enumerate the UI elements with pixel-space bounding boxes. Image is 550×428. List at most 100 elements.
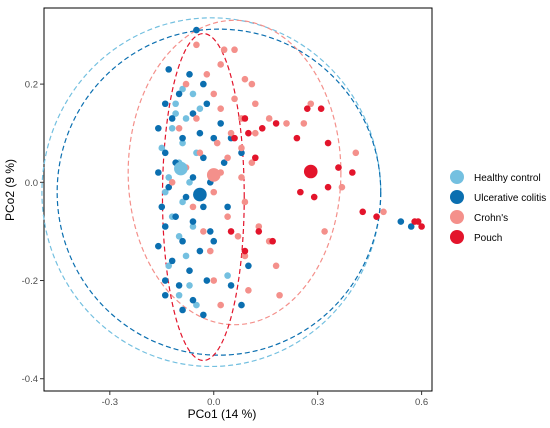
point-pouch <box>324 183 332 191</box>
point-crohn-s <box>168 179 176 186</box>
point-crohn-s <box>241 198 249 206</box>
point-healthy-control <box>165 174 173 181</box>
point-ulcerative-colitis <box>238 301 245 309</box>
point-pouch <box>324 139 332 147</box>
centroid-crohn-s <box>206 168 221 182</box>
point-crohn-s <box>213 139 221 147</box>
point-ulcerative-colitis <box>175 282 183 289</box>
point-ulcerative-colitis <box>203 277 211 284</box>
point-crohn-s <box>210 188 218 196</box>
point-crohn-s <box>210 277 218 284</box>
point-crohn-s <box>189 203 197 211</box>
point-pouch <box>258 125 266 132</box>
point-crohn-s <box>338 183 346 191</box>
point-crohn-s <box>217 301 224 309</box>
point-healthy-control <box>179 198 186 206</box>
point-healthy-control <box>168 125 176 132</box>
point-ulcerative-colitis <box>161 223 169 230</box>
point-pouch <box>241 115 249 122</box>
point-healthy-control <box>193 301 200 309</box>
panel-border <box>43 7 433 392</box>
y-axis-label: PCo2 (9 %) <box>3 159 17 221</box>
point-ulcerative-colitis <box>397 218 405 225</box>
point-pouch <box>231 134 238 142</box>
point-pouch <box>303 105 311 112</box>
point-crohn-s <box>265 115 273 122</box>
point-crohn-s <box>200 228 207 235</box>
point-crohn-s <box>193 115 200 122</box>
point-ulcerative-colitis <box>186 267 193 274</box>
legend-label-ulcerative-colitis: Ulcerative colitis <box>474 193 546 204</box>
point-ulcerative-colitis <box>203 100 211 108</box>
point-pouch <box>255 228 263 235</box>
point-crohn-s <box>245 287 252 294</box>
point-ulcerative-colitis <box>224 203 231 211</box>
point-ulcerative-colitis <box>200 80 207 88</box>
point-healthy-control <box>189 90 197 98</box>
point-healthy-control <box>189 223 197 230</box>
point-crohn-s <box>206 247 214 255</box>
point-ulcerative-colitis <box>161 291 169 299</box>
point-ulcerative-colitis <box>155 169 162 176</box>
point-ulcerative-colitis <box>155 242 162 250</box>
point-healthy-control <box>165 262 173 270</box>
point-crohn-s <box>380 208 387 216</box>
point-crohn-s <box>238 174 245 181</box>
point-crohn-s <box>220 46 228 54</box>
point-pouch <box>272 120 280 127</box>
point-ulcerative-colitis <box>165 66 173 73</box>
point-pouch <box>414 218 422 225</box>
x-tick-label: 0.6 <box>415 397 428 408</box>
point-crohn-s <box>217 105 224 112</box>
point-ulcerative-colitis <box>179 237 186 245</box>
point-crohn-s <box>241 75 249 83</box>
centroid-healthy-control <box>174 161 188 176</box>
point-healthy-control <box>161 188 169 196</box>
point-ulcerative-colitis <box>217 120 224 127</box>
point-ulcerative-colitis <box>245 262 252 270</box>
legend-key-ulcerative-colitis <box>450 190 464 204</box>
point-crohn-s <box>276 291 283 299</box>
point-ulcerative-colitis <box>172 213 179 220</box>
point-ulcerative-colitis <box>168 257 176 265</box>
point-crohn-s <box>193 41 200 49</box>
point-crohn-s <box>352 149 360 157</box>
y-tick-label: -0.2 <box>22 276 38 287</box>
point-crohn-s <box>196 149 204 157</box>
point-pouch <box>297 188 304 196</box>
legend: Healthy control Ulcerative colitis Crohn's… <box>450 170 546 244</box>
point-ulcerative-colitis <box>186 70 193 78</box>
point-pouch <box>245 129 252 137</box>
point-pouch <box>359 208 367 216</box>
point-ulcerative-colitis <box>179 306 186 314</box>
point-healthy-control <box>175 233 183 240</box>
sample-points <box>155 26 425 319</box>
point-crohn-s <box>231 46 238 54</box>
ellipse-pouch <box>161 32 245 362</box>
point-ulcerative-colitis <box>158 203 166 211</box>
point-crohn-s <box>227 129 235 137</box>
point-healthy-control <box>179 139 186 147</box>
point-ulcerative-colitis <box>200 311 207 319</box>
point-crohn-s <box>182 80 190 88</box>
legend-key-healthy-control <box>450 170 464 184</box>
point-ulcerative-colitis <box>168 115 176 122</box>
centroid-ulcerative-colitis <box>193 187 207 202</box>
point-crohn-s <box>217 61 224 68</box>
point-pouch <box>293 134 301 142</box>
centroid-pouch <box>303 164 318 179</box>
legend-label-crohn-s: Crohn's <box>474 213 508 224</box>
confidence-ellipses <box>41 17 382 368</box>
point-ulcerative-colitis <box>161 277 169 284</box>
point-healthy-control <box>172 100 179 108</box>
x-tick-label: 0.0 <box>207 397 220 408</box>
point-healthy-control <box>182 115 190 122</box>
point-crohn-s <box>248 159 256 166</box>
point-ulcerative-colitis <box>189 110 197 117</box>
point-healthy-control <box>182 252 190 260</box>
point-ulcerative-colitis <box>165 183 173 191</box>
point-ulcerative-colitis <box>182 193 190 201</box>
x-tick-label: -0.3 <box>102 397 118 408</box>
y-tick-label: 0.2 <box>25 80 38 91</box>
